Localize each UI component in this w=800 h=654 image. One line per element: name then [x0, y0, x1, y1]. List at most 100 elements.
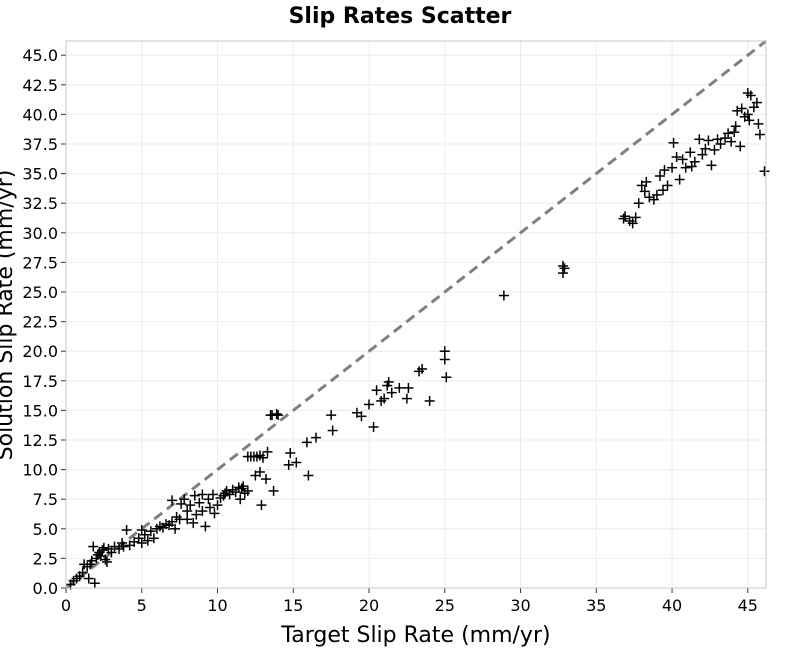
- data-point: [189, 490, 200, 501]
- data-point: [498, 290, 509, 301]
- data-point: [657, 185, 668, 196]
- data-point: [557, 268, 568, 279]
- data-point: [191, 509, 202, 520]
- data-point: [651, 189, 662, 200]
- data-point: [633, 198, 644, 209]
- data-point: [167, 495, 178, 506]
- data-point: [364, 399, 375, 410]
- data-point: [254, 466, 265, 477]
- data-point: [753, 118, 764, 129]
- data-point: [401, 393, 412, 404]
- data-point: [118, 541, 129, 552]
- data-point: [745, 90, 756, 101]
- data-point: [618, 213, 629, 224]
- data-point: [383, 376, 394, 387]
- data-point: [736, 103, 747, 114]
- y-tick-label: 35.0: [22, 165, 58, 184]
- data-point: [109, 541, 120, 552]
- data-point: [197, 489, 208, 500]
- data-point: [627, 218, 638, 229]
- data-point: [754, 129, 765, 140]
- data-point: [121, 524, 132, 535]
- plot-frame: [65, 40, 767, 589]
- y-tick-label: 12.5: [22, 431, 58, 450]
- data-point: [677, 154, 688, 165]
- data-point: [644, 192, 655, 203]
- data-point: [182, 506, 193, 517]
- data-point: [142, 535, 153, 546]
- data-point: [439, 354, 450, 365]
- y-tick-label: 0.0: [33, 579, 58, 598]
- data-point: [559, 263, 570, 274]
- data-point: [659, 165, 670, 176]
- data-point: [235, 494, 246, 505]
- data-point: [697, 149, 708, 160]
- axes: 0 5 10 15 20 25 30 35 40 45 0.0 2.5 5.0 7.5 10.0 12.5 15…: [22, 46, 758, 615]
- data-point: [723, 128, 734, 139]
- x-tick-label: 20: [359, 596, 379, 615]
- data-point: [114, 543, 125, 554]
- x-tick-label: 35: [586, 596, 606, 615]
- x-tick-label: 15: [283, 596, 303, 615]
- data-point: [303, 470, 314, 481]
- data-point: [729, 127, 740, 138]
- y-tick-label: 32.5: [22, 194, 58, 213]
- data-point: [170, 523, 181, 534]
- data-point: [194, 497, 205, 508]
- data-point: [148, 533, 159, 544]
- data-point: [88, 541, 99, 552]
- data-point: [271, 408, 282, 419]
- data-point: [101, 556, 112, 567]
- data-point: [97, 545, 108, 556]
- data-point: [257, 452, 268, 463]
- x-tick-label: 45: [738, 596, 758, 615]
- data-point: [262, 446, 273, 457]
- data-point: [709, 144, 720, 155]
- y-tick-label: 22.5: [22, 313, 58, 332]
- y-tick-label: 37.5: [22, 135, 58, 154]
- data-point: [630, 212, 641, 223]
- data-point: [203, 494, 214, 505]
- data-point: [185, 500, 196, 511]
- data-point: [86, 555, 97, 566]
- data-point: [256, 500, 267, 511]
- data-point: [311, 432, 321, 443]
- data-point: [179, 494, 190, 505]
- data-point: [668, 137, 679, 148]
- data-point: [759, 166, 770, 177]
- x-tick-label: 5: [137, 596, 147, 615]
- data-point: [386, 387, 397, 398]
- data-point: [689, 156, 700, 167]
- y-tick-label: 42.5: [22, 76, 58, 95]
- data-point: [441, 372, 452, 383]
- data-point: [371, 385, 382, 396]
- y-tick-label: 27.5: [22, 253, 58, 272]
- y-tick-label: 5.0: [33, 520, 58, 539]
- y-tick-label: 45.0: [22, 46, 58, 65]
- reference-line-layer: [65, 39, 767, 590]
- data-point: [188, 517, 199, 528]
- data-point: [291, 457, 302, 468]
- y-tick-label: 30.0: [22, 224, 58, 243]
- y-tick-label: 20.0: [22, 342, 58, 361]
- data-point: [620, 211, 631, 222]
- x-tick-label: 10: [207, 596, 227, 615]
- data-point: [145, 526, 156, 537]
- data-point: [751, 97, 762, 108]
- y-tick-label: 17.5: [22, 372, 58, 391]
- data-point: [662, 180, 673, 191]
- data-point: [327, 425, 338, 436]
- data-point: [83, 573, 94, 584]
- data-point: [700, 143, 711, 154]
- data-point: [424, 395, 435, 406]
- chart-title: Slip Rates Scatter: [289, 4, 512, 29]
- grid: [65, 41, 766, 589]
- data-point: [209, 508, 220, 519]
- y-tick-label: 10.0: [22, 461, 58, 480]
- x-tick-label: 25: [435, 596, 455, 615]
- data-point: [106, 547, 117, 558]
- data-point: [379, 393, 390, 404]
- y-axis-label: Solution Slip Rate (mm/yr): [0, 170, 18, 461]
- x-tick-label: 40: [662, 596, 682, 615]
